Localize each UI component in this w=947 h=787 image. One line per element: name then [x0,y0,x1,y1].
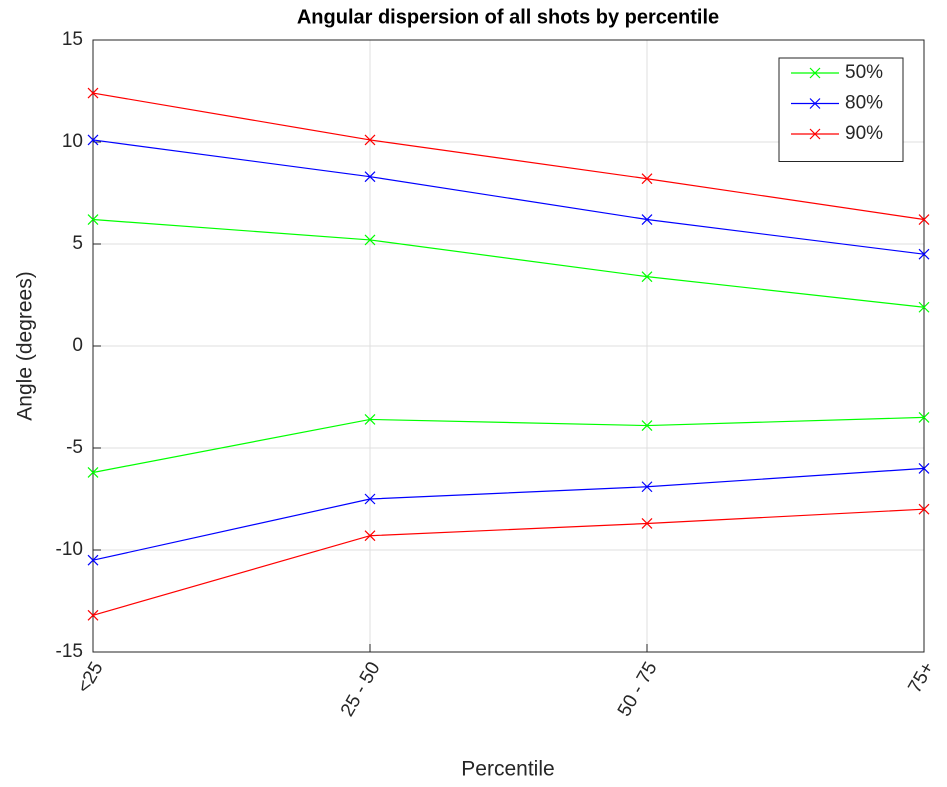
legend-label: 90% [845,123,883,144]
marker [641,518,653,529]
marker [364,134,376,146]
line [92,92,925,221]
marker [641,481,653,493]
y-tick-label: -5 [66,437,83,458]
legend-marker [809,67,821,79]
legend: 50% 80% 90% [778,57,904,162]
legend-label: 50% [845,62,883,83]
marker [918,503,930,515]
marker [918,214,930,225]
marker [641,271,653,283]
y-tick-label: 15 [62,29,83,50]
line [92,467,925,561]
plot-frame [92,39,925,653]
y-tick-label: 5 [72,233,83,254]
y-tick-label: 10 [62,131,83,152]
legend-marker [809,98,821,109]
marker [641,420,653,431]
marker [641,173,653,185]
marker [87,134,99,146]
marker [87,87,99,99]
marker [364,493,376,505]
y-tick-label: -10 [56,539,83,560]
line [92,416,925,474]
marker [364,234,376,246]
y-tick-label: 0 [72,335,83,356]
x-tick-label: 50 - 75 [614,659,662,721]
marker [364,171,376,183]
x-axis-label: Percentile [461,758,554,781]
marker [918,462,930,474]
marker [918,411,930,423]
legend-marker [809,128,821,140]
y-axis-label: Angle (degrees) [14,271,37,420]
x-tick-label: 25 - 50 [337,659,385,721]
marker [87,609,99,621]
marker [87,467,99,478]
line [92,508,925,616]
marker [364,530,376,542]
marker [918,248,930,260]
marker [641,214,653,225]
y-tick-label: -15 [56,641,83,662]
chart-title: Angular dispersion of all shots by perce… [297,6,719,28]
x-tick-label: 75+ [904,659,938,697]
line [92,139,925,255]
line [92,218,925,308]
x-tick-label: <25 [73,659,107,697]
marker [918,301,930,313]
marker [364,414,376,425]
legend-label: 80% [845,93,883,114]
legend-box [778,57,904,162]
marker [87,214,99,225]
marker [87,554,99,566]
